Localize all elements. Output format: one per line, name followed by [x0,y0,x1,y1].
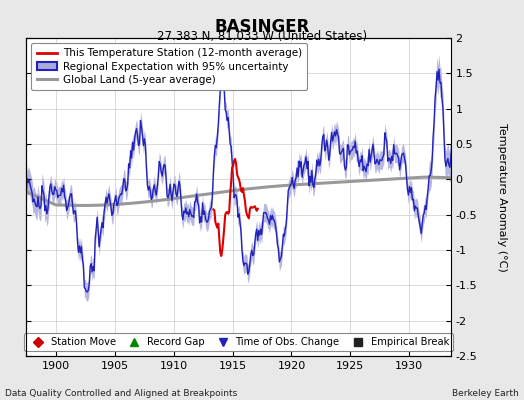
Y-axis label: Temperature Anomaly (°C): Temperature Anomaly (°C) [497,123,507,271]
Text: Berkeley Earth: Berkeley Earth [452,389,519,398]
Legend: Station Move, Record Gap, Time of Obs. Change, Empirical Break: Station Move, Record Gap, Time of Obs. C… [24,333,453,351]
Text: 27.383 N, 81.033 W (United States): 27.383 N, 81.033 W (United States) [157,30,367,43]
Text: BASINGER: BASINGER [214,18,310,36]
Text: Data Quality Controlled and Aligned at Breakpoints: Data Quality Controlled and Aligned at B… [5,389,237,398]
